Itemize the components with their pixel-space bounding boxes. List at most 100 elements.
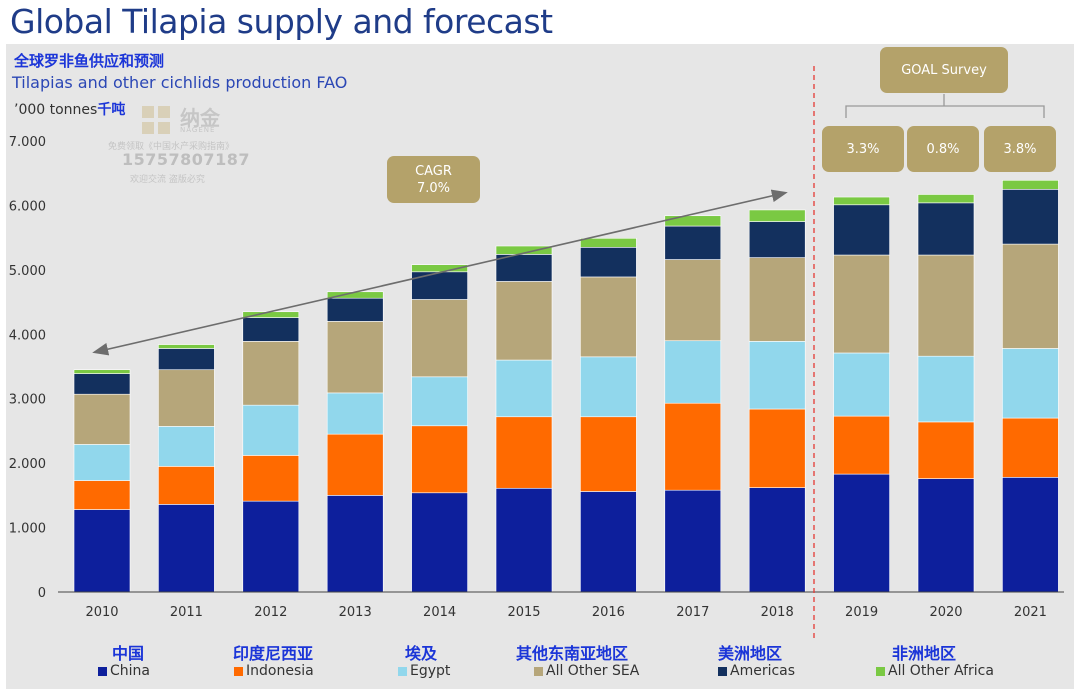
- legend-cn-label: 印度尼西亚: [233, 644, 314, 663]
- legend-swatch: [876, 666, 885, 676]
- bar-segment-all-other-sea-2020: [917, 254, 975, 357]
- bar-segment-americas-2021: [1002, 189, 1059, 245]
- bar-segment-all-other-africa-2011: [158, 344, 215, 349]
- bar-segment-indonesia-2015: [495, 416, 553, 489]
- bar-segment-china-2016: [580, 491, 637, 593]
- bar-segment-indonesia-2017: [664, 402, 722, 491]
- watermark-brand: 纳金: [180, 106, 220, 130]
- bar-segment-all-other-africa-2021: [1002, 180, 1059, 190]
- bar-segment-all-other-africa-2017: [664, 215, 722, 227]
- bar-segment-all-other-africa-2020: [917, 194, 975, 204]
- bar-segment-egypt-2014: [411, 376, 468, 427]
- bar-segment-egypt-2011: [158, 426, 215, 467]
- bar-segment-all-other-africa-2010: [73, 369, 131, 374]
- x-tick-label: 2021: [1014, 605, 1047, 620]
- cagr-annotation: CAGR 7.0%: [387, 156, 480, 203]
- bar-segment-china-2019: [833, 473, 890, 593]
- x-tick-label: 2019: [845, 605, 878, 620]
- bar-segment-americas-2014: [411, 271, 468, 300]
- bar-segment-indonesia-2018: [748, 408, 806, 488]
- legend-label: China: [110, 663, 150, 679]
- x-tick-label: 2015: [507, 605, 540, 620]
- bar-segment-china-2014: [411, 492, 468, 593]
- bar-segment-egypt-2017: [664, 340, 722, 404]
- legend-label: Americas: [730, 663, 796, 679]
- watermark-logo-icon: [142, 106, 170, 134]
- bar-segment-china-2015: [495, 487, 553, 593]
- goal-survey-bracket: [845, 94, 1045, 118]
- bar-segment-americas-2017: [664, 225, 722, 260]
- bar-segment-china-2021: [1002, 477, 1059, 593]
- y-tick-label: 7.000: [9, 135, 46, 150]
- bar-segment-china-2010: [73, 509, 131, 593]
- growth-box-2021: 3.8%: [984, 126, 1056, 172]
- legend-swatch: [398, 666, 407, 676]
- bar-segment-indonesia-2019: [833, 415, 890, 475]
- watermark-phone: 15757807187: [122, 150, 250, 169]
- y-tick-label: 0: [38, 586, 46, 601]
- legend-swatch: [234, 666, 243, 676]
- watermark: 纳金 NAGENE 免费领取《中国水产采购指南》 15757807187 欢迎交…: [100, 100, 275, 185]
- legend-label: Indonesia: [246, 663, 314, 679]
- legend-item: Americas: [718, 663, 795, 679]
- growth-box-2020: 0.8%: [907, 126, 979, 172]
- bar-segment-egypt-2018: [748, 341, 806, 410]
- bar-segment-all-other-sea-2014: [411, 299, 468, 378]
- legend-label: Egypt: [410, 663, 451, 679]
- bar-segment-egypt-2010: [73, 444, 131, 481]
- legend-item: Indonesia: [234, 663, 314, 679]
- cagr-label: CAGR: [415, 163, 452, 179]
- bar-segment-china-2011: [158, 504, 215, 593]
- bar-segment-americas-2015: [495, 254, 553, 282]
- cagr-value: 7.0%: [416, 180, 451, 196]
- bar-segment-egypt-2012: [242, 404, 300, 456]
- bar-segment-all-other-sea-2015: [495, 281, 553, 361]
- bar-segment-americas-2018: [748, 221, 806, 258]
- bar-segment-indonesia-2012: [242, 455, 300, 502]
- bar-segment-indonesia-2011: [158, 466, 215, 505]
- legend-label: All Other SEA: [546, 663, 640, 679]
- legend-cn-label: 埃及: [405, 644, 438, 663]
- x-tick-label: 2020: [929, 605, 962, 620]
- cagr-trend-arrow: [92, 189, 788, 356]
- bar-segment-all-other-sea-2011: [158, 369, 215, 427]
- bar-segment-all-other-sea-2021: [1002, 243, 1059, 349]
- legend-item: All Other Africa: [876, 663, 994, 679]
- bar-segment-egypt-2021: [1002, 348, 1059, 419]
- bar-segment-all-other-sea-2019: [833, 254, 890, 354]
- y-tick-label: 5.000: [9, 264, 46, 279]
- bar-segment-all-other-africa-2018: [748, 209, 806, 222]
- x-tick-label: 2013: [339, 605, 372, 620]
- bar-segment-americas-2016: [580, 247, 637, 278]
- bar-segment-china-2013: [326, 495, 384, 593]
- bar-segment-americas-2013: [326, 297, 384, 322]
- bar-segment-egypt-2020: [917, 355, 975, 423]
- bar-segment-americas-2011: [158, 348, 215, 371]
- x-axis: 2010 2011 2012 2013 2014 2015 2016 2017 2018 2019…: [85, 605, 1046, 620]
- y-tick-label: 2.000: [9, 457, 46, 472]
- goal-survey-box: GOAL Survey: [880, 47, 1008, 93]
- legend-swatch: [718, 666, 727, 676]
- y-tick-label: 4.000: [9, 328, 46, 343]
- legend-cn-label: 美洲地区: [718, 644, 783, 663]
- legend-item: All Other SEA: [534, 663, 639, 679]
- bar-segment-china-2017: [664, 489, 722, 593]
- bar-segment-egypt-2015: [495, 359, 553, 418]
- bar-segment-indonesia-2010: [73, 480, 131, 510]
- legend-item: Egypt: [398, 663, 450, 679]
- subtitle: Tilapias and other cichlids production F…: [12, 73, 348, 92]
- bar-segment-americas-2019: [833, 204, 890, 256]
- x-tick-label: 2016: [592, 605, 625, 620]
- bar-segment-indonesia-2014: [411, 425, 468, 494]
- bars: [73, 180, 1059, 593]
- y-axis: 0 1.000 2.000 3.000 4.000 5.000 6.000 7.000: [9, 135, 46, 601]
- bar-segment-all-other-sea-2017: [664, 259, 722, 342]
- watermark-brand-sub: NAGENE: [180, 126, 216, 134]
- growth-box-2019: 3.3%: [822, 126, 904, 172]
- legend-cn-label: 其他东南亚地区: [516, 644, 629, 663]
- bar-segment-all-other-sea-2012: [242, 341, 300, 406]
- watermark-line2: 欢迎交流 盗版必究: [130, 175, 205, 185]
- bar-segment-all-other-sea-2010: [73, 393, 131, 445]
- bar-segment-all-other-africa-2019: [833, 196, 890, 206]
